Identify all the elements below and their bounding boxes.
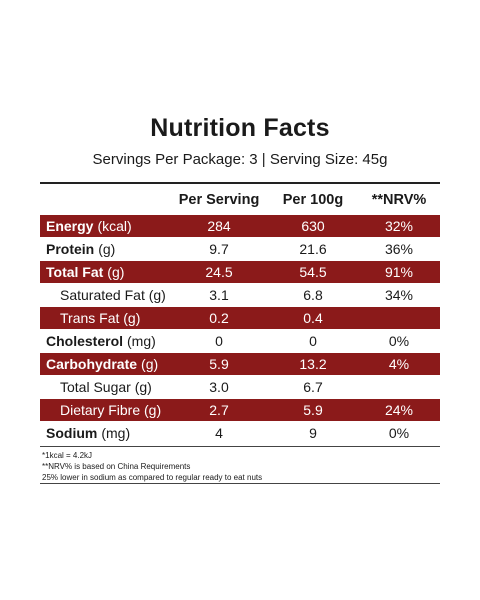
serving-info: Servings Per Package: 3 | Serving Size: …: [92, 151, 388, 168]
top-rule: [40, 182, 440, 184]
nutrient-unit: Dietary Fibre (g): [60, 402, 162, 418]
nutrient-name-bold: Total Fat: [46, 264, 104, 280]
nutrient-row: Protein (g) 9.7 21.6 36%: [40, 238, 440, 260]
nutrient-unit: Trans Fat (g): [60, 310, 141, 326]
nrv-value: [358, 376, 440, 398]
nutrient-name: Sodium (mg): [46, 422, 130, 444]
nutrient-row: Sodium (mg) 4 9 0%: [40, 422, 440, 444]
nutrient-unit: (mg): [127, 333, 156, 349]
nutrient-row: Total Fat (g) 24.5 54.5 91%: [40, 261, 440, 283]
nutrient-row: Carbohydrate (g) 5.9 13.2 4%: [40, 353, 440, 375]
per-serving-value: 2.7: [209, 402, 229, 418]
bottom-rule: [40, 446, 440, 447]
nutrient-name-bold: Cholesterol: [46, 333, 124, 349]
column-header-per-100g: Per 100g: [282, 192, 344, 208]
per-serving-value: 4: [215, 425, 223, 441]
nutrient-unit: (g): [98, 241, 116, 257]
nrv-value: 32%: [384, 218, 414, 234]
nutrient-row: Total Sugar (g) 3.0 6.7: [40, 376, 440, 398]
nrv-value: 91%: [384, 264, 414, 280]
per-100g-value: 630: [301, 218, 325, 234]
nutrient-row: Trans Fat (g) 0.2 0.4: [40, 307, 440, 329]
footnote-sodium: 25% lower in sodium as compared to regul…: [42, 473, 263, 482]
nutrient-name: Cholesterol (mg): [46, 330, 156, 352]
nutrient-unit: (kcal): [97, 218, 132, 234]
nutrient-unit: Total Sugar (g): [60, 379, 152, 395]
nrv-value: 0%: [388, 425, 410, 441]
per-100g-value: 54.5: [299, 264, 327, 280]
nutrient-unit: (g): [107, 264, 125, 280]
nrv-value: 4%: [388, 356, 410, 372]
end-rule: [40, 483, 440, 484]
nutrient-unit: Saturated Fat (g): [60, 287, 166, 303]
per-serving-value: 284: [207, 218, 231, 234]
nutrient-name: Energy (kcal): [46, 215, 132, 237]
per-100g-value: 5.9: [303, 402, 323, 418]
nrv-value: 0%: [388, 333, 410, 349]
footnote-kcal: *1kcal = 4.2kJ: [42, 451, 93, 460]
nutrient-name: Dietary Fibre (g): [60, 399, 161, 421]
per-serving-value: 3.0: [209, 379, 229, 395]
per-100g-value: 21.6: [299, 241, 327, 257]
per-100g-value: 0: [309, 333, 317, 349]
nutrient-unit: (mg): [101, 425, 131, 441]
footnotes: *1kcal = 4.2kJ **NRV% is based on China …: [42, 450, 262, 483]
column-header-nrv: **NRV%: [371, 192, 427, 208]
nutrient-unit: (g): [141, 356, 159, 372]
nutrient-row: Dietary Fibre (g) 2.7 5.9 24%: [40, 399, 440, 421]
column-header-row: Per Serving Per 100g **NRV%: [40, 187, 440, 213]
per-100g-value: 6.8: [303, 287, 323, 303]
nutrient-name-bold: Sodium: [46, 425, 98, 441]
per-serving-value: 0: [215, 333, 223, 349]
nutrient-name: Trans Fat (g): [60, 307, 140, 329]
nutrient-name-bold: Energy: [46, 218, 94, 234]
per-serving-value: 5.9: [209, 356, 229, 372]
nutrient-row: Saturated Fat (g) 3.1 6.8 34%: [40, 284, 440, 306]
column-header-per-serving: Per Serving: [178, 192, 260, 208]
nrv-value: 36%: [384, 241, 414, 257]
nrv-value: 24%: [384, 402, 414, 418]
nutrient-table: Energy (kcal) 284 630 32% Protein (g) 9.7 21.6 36…: [40, 215, 440, 445]
nutrient-name: Protein (g): [46, 238, 115, 260]
nutrient-name: Total Fat (g): [46, 261, 124, 283]
per-100g-value: 9: [309, 425, 317, 441]
nutrient-name-bold: Carbohydrate: [46, 356, 138, 372]
per-100g-value: 13.2: [299, 356, 327, 372]
nrv-value: 34%: [384, 287, 414, 303]
nrv-value: [358, 307, 440, 329]
per-100g-value: 6.7: [303, 379, 323, 395]
nutrient-name: Carbohydrate (g): [46, 353, 158, 375]
nutrient-row: Cholesterol (mg) 0 0 0%: [40, 330, 440, 352]
per-serving-value: 24.5: [205, 264, 233, 280]
nutrient-name-bold: Protein: [46, 241, 95, 257]
per-100g-value: 0.4: [303, 310, 323, 326]
per-serving-value: 3.1: [209, 287, 229, 303]
nutrient-name: Saturated Fat (g): [60, 284, 166, 306]
nutrient-row: Energy (kcal) 284 630 32%: [40, 215, 440, 237]
nutrient-name: Total Sugar (g): [60, 376, 152, 398]
per-serving-value: 0.2: [209, 310, 229, 326]
label-title: Nutrition Facts: [150, 114, 330, 142]
footnote-nrv: **NRV% is based on China Requirements: [42, 462, 191, 471]
per-serving-value: 9.7: [209, 241, 229, 257]
